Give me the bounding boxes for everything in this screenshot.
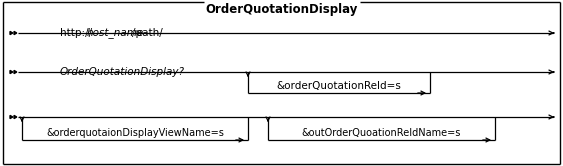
Polygon shape (10, 70, 13, 74)
Text: &outOrderQuoationReIdName=s: &outOrderQuoationReIdName=s (302, 128, 461, 138)
Text: &orderQuotationReId=s: &orderQuotationReId=s (276, 81, 401, 91)
Polygon shape (14, 115, 17, 119)
Text: OrderQuotationDisplay?: OrderQuotationDisplay? (60, 67, 185, 77)
Polygon shape (10, 31, 13, 35)
Text: /path/: /path/ (132, 28, 163, 38)
Text: OrderQuotationDisplay: OrderQuotationDisplay (205, 2, 358, 15)
Polygon shape (10, 115, 13, 119)
Text: http://: http:// (60, 28, 92, 38)
Polygon shape (14, 31, 17, 35)
Text: host_name: host_name (87, 28, 144, 39)
Polygon shape (14, 70, 17, 74)
Text: &orderquotaionDisplayViewName=s: &orderquotaionDisplayViewName=s (46, 128, 224, 138)
